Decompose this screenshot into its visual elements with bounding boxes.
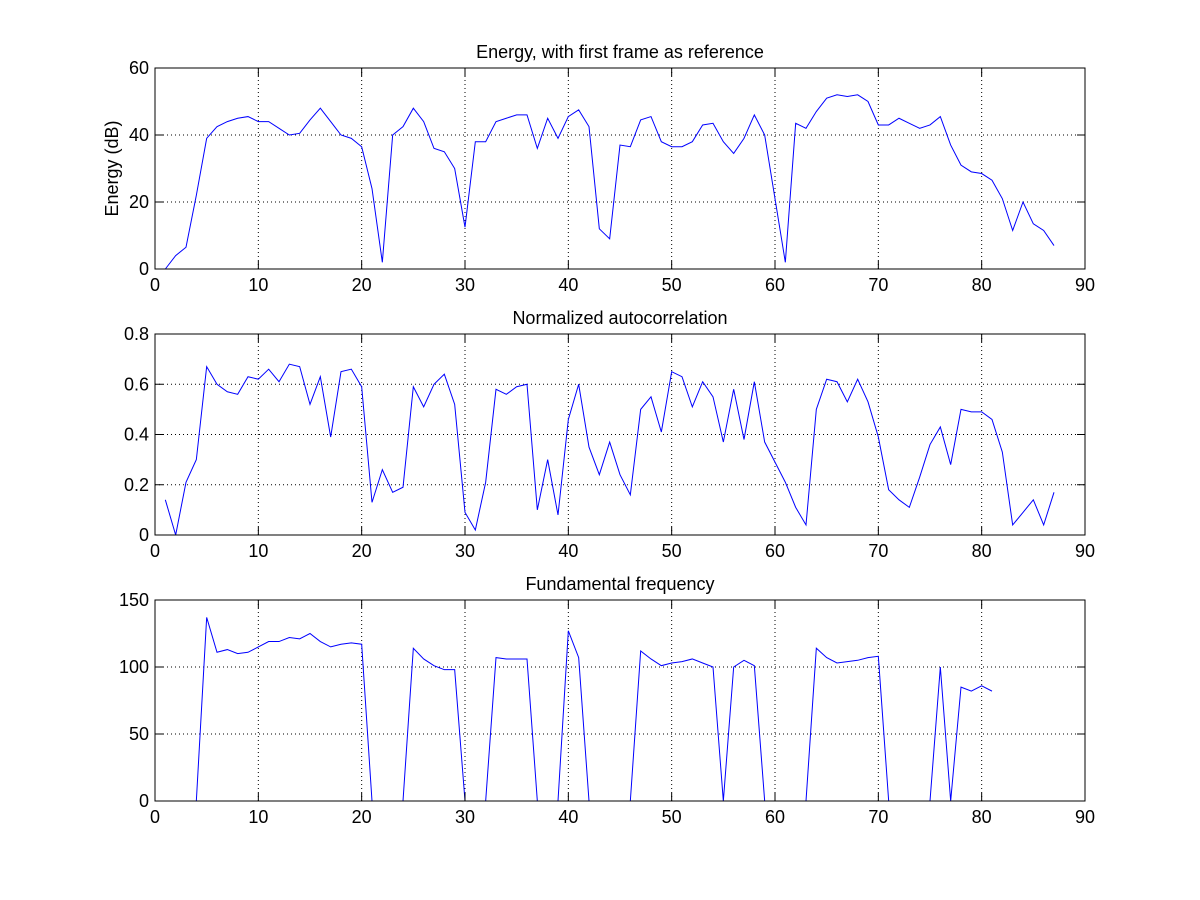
axes-title: Normalized autocorrelation bbox=[512, 308, 727, 328]
x-tick-label: 80 bbox=[972, 807, 992, 827]
x-tick-label: 80 bbox=[972, 275, 992, 295]
y-tick-label: 0.2 bbox=[124, 475, 149, 495]
x-tick-label: 0 bbox=[150, 275, 160, 295]
x-tick-label: 30 bbox=[455, 541, 475, 561]
axes-box bbox=[154, 67, 1086, 270]
x-tick-label: 80 bbox=[972, 541, 992, 561]
y-tick-label: 0 bbox=[139, 525, 149, 545]
axes-2: 0 10 20 30 40 50 60 70 80 90 0 0.2 0.4 0.6 0.8 Normaliz… bbox=[124, 308, 1095, 561]
axes-1: 0 10 20 30 40 50 60 70 80 90 0 20 40 60 Energy, with f… bbox=[102, 42, 1095, 295]
y-tick-label: 100 bbox=[119, 657, 149, 677]
x-tick-label: 90 bbox=[1075, 807, 1095, 827]
axes-box bbox=[154, 599, 1086, 802]
y-tick-label: 60 bbox=[129, 58, 149, 78]
x-tick-label: 10 bbox=[248, 541, 268, 561]
series-line bbox=[557, 630, 590, 802]
y-tick-label: 50 bbox=[129, 724, 149, 744]
series-line bbox=[164, 94, 1055, 270]
x-tick-label: 20 bbox=[352, 275, 372, 295]
y-tick-label: 0.4 bbox=[124, 425, 149, 445]
series-line bbox=[195, 617, 373, 802]
x-tick-label: 60 bbox=[765, 807, 785, 827]
series-line bbox=[929, 666, 993, 802]
series-line bbox=[485, 657, 538, 802]
y-tick-label: 150 bbox=[119, 590, 149, 610]
series-line bbox=[629, 649, 766, 802]
x-tick-label: 70 bbox=[868, 541, 888, 561]
x-tick-label: 70 bbox=[868, 807, 888, 827]
y-tick-label: 20 bbox=[129, 192, 149, 212]
series-line bbox=[402, 647, 466, 802]
x-tick-label: 30 bbox=[455, 275, 475, 295]
x-tick-label: 40 bbox=[558, 807, 578, 827]
plot-area bbox=[155, 600, 1085, 801]
x-tick-label: 0 bbox=[150, 541, 160, 561]
x-tick-label: 40 bbox=[558, 275, 578, 295]
y-tick-label: 0.6 bbox=[124, 374, 149, 394]
x-tick-label: 10 bbox=[248, 807, 268, 827]
x-tick-label: 0 bbox=[150, 807, 160, 827]
axes-title: Fundamental frequency bbox=[525, 574, 714, 594]
series-line bbox=[164, 363, 1055, 536]
x-tick-label: 70 bbox=[868, 275, 888, 295]
x-tick-label: 20 bbox=[352, 807, 372, 827]
y-axis-label: Energy (dB) bbox=[102, 120, 122, 216]
y-tick-label: 40 bbox=[129, 125, 149, 145]
x-tick-label: 90 bbox=[1075, 541, 1095, 561]
x-tick-label: 40 bbox=[558, 541, 578, 561]
plot-area bbox=[155, 68, 1085, 269]
series-line bbox=[805, 647, 890, 802]
x-tick-label: 50 bbox=[662, 807, 682, 827]
x-tick-label: 60 bbox=[765, 275, 785, 295]
x-tick-label: 60 bbox=[765, 541, 785, 561]
x-tick-label: 90 bbox=[1075, 275, 1095, 295]
x-tick-label: 10 bbox=[248, 275, 268, 295]
x-tick-label: 20 bbox=[352, 541, 372, 561]
y-tick-label: 0 bbox=[139, 259, 149, 279]
axes-3: 0 10 20 30 40 50 60 70 80 90 0 50 100 150 Fundamental … bbox=[119, 574, 1095, 827]
y-tick-label: 0.8 bbox=[124, 324, 149, 344]
axes-title: Energy, with first frame as reference bbox=[476, 42, 764, 62]
y-tick-label: 0 bbox=[139, 791, 149, 811]
x-tick-label: 50 bbox=[662, 541, 682, 561]
x-tick-label: 30 bbox=[455, 807, 475, 827]
x-tick-label: 50 bbox=[662, 275, 682, 295]
